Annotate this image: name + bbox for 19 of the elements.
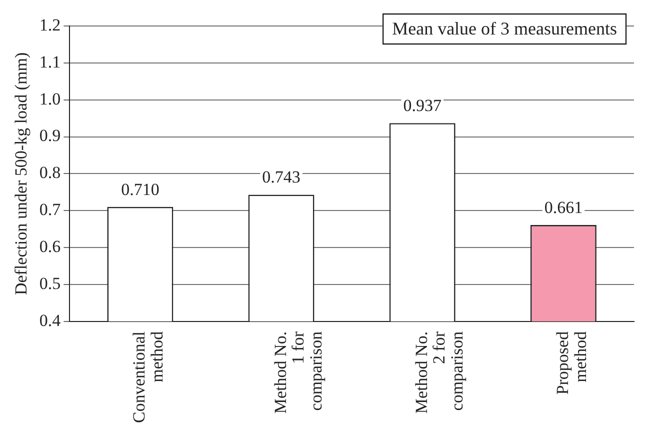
y-tick-label: 1.1 [39, 52, 61, 72]
annotation: Mean value of 3 measurements [392, 18, 617, 39]
y-tick-label: 0.8 [39, 163, 61, 182]
x-tick-label: Method No. 1 for comparison [270, 330, 326, 414]
y-tick-label: 0.4 [39, 310, 62, 330]
y-tick-label: 0.6 [39, 237, 61, 256]
data-label: 0.937 [403, 96, 442, 116]
y-tick-label: 0.9 [39, 126, 61, 146]
x-tick-label: Conventional method [130, 330, 167, 424]
x-tick-label: Proposed method [552, 330, 590, 395]
data-label: 0.661 [544, 198, 583, 217]
y-tick-label: 0.5 [39, 274, 61, 293]
y-tick-label: 0.7 [39, 200, 62, 220]
y-axis-title: Deflection under 500-kg load (mm) [12, 52, 31, 296]
data-label: 0.710 [121, 180, 160, 199]
x-tick-label: Method No. 2 for comparison [412, 330, 467, 414]
y-tick-label: 1.2 [39, 15, 61, 34]
y-tick-label: 1.0 [39, 89, 61, 108]
data-label: 0.743 [262, 168, 300, 187]
